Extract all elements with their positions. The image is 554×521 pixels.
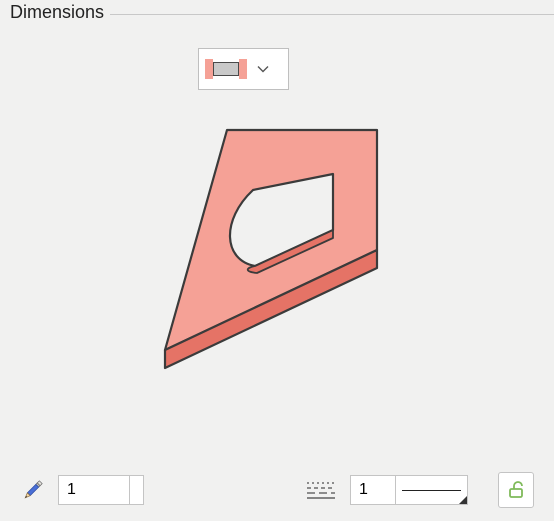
count-input[interactable]	[58, 475, 130, 505]
unlock-icon	[506, 480, 526, 500]
lineweight-sample-line	[402, 490, 461, 491]
pencil-icon[interactable]	[20, 477, 46, 503]
mode-swatch-inner	[213, 62, 239, 76]
preview-area	[0, 110, 554, 430]
mode-swatch-outer	[205, 59, 213, 79]
count-stepper[interactable]	[130, 475, 144, 505]
lineweight-input[interactable]	[350, 475, 396, 505]
lock-button[interactable]	[498, 472, 534, 508]
bottom-toolbar	[0, 469, 554, 511]
title-rule	[110, 14, 554, 15]
mode-dropdown[interactable]	[198, 48, 289, 90]
chevron-down-icon	[257, 63, 269, 75]
linetype-icon[interactable]	[306, 480, 336, 500]
lineweight-group	[350, 475, 468, 505]
dropdown-corner-icon	[459, 496, 467, 504]
lineweight-dropdown[interactable]	[396, 475, 468, 505]
dimensions-panel: Dimensions	[0, 0, 554, 521]
mode-swatch-icon	[205, 59, 247, 79]
mode-swatch-outer	[239, 59, 247, 79]
slab-preview-icon	[137, 110, 417, 390]
panel-title: Dimensions	[10, 2, 108, 23]
